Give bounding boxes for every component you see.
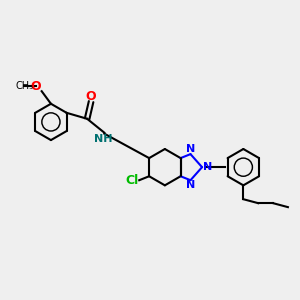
Text: NH: NH <box>94 134 112 144</box>
Text: O: O <box>86 89 96 103</box>
Text: N: N <box>186 144 196 154</box>
Text: N: N <box>186 180 196 190</box>
Text: O: O <box>30 80 41 93</box>
Text: Cl: Cl <box>125 174 139 188</box>
Text: N: N <box>203 162 212 172</box>
Text: CH₃: CH₃ <box>15 81 33 91</box>
